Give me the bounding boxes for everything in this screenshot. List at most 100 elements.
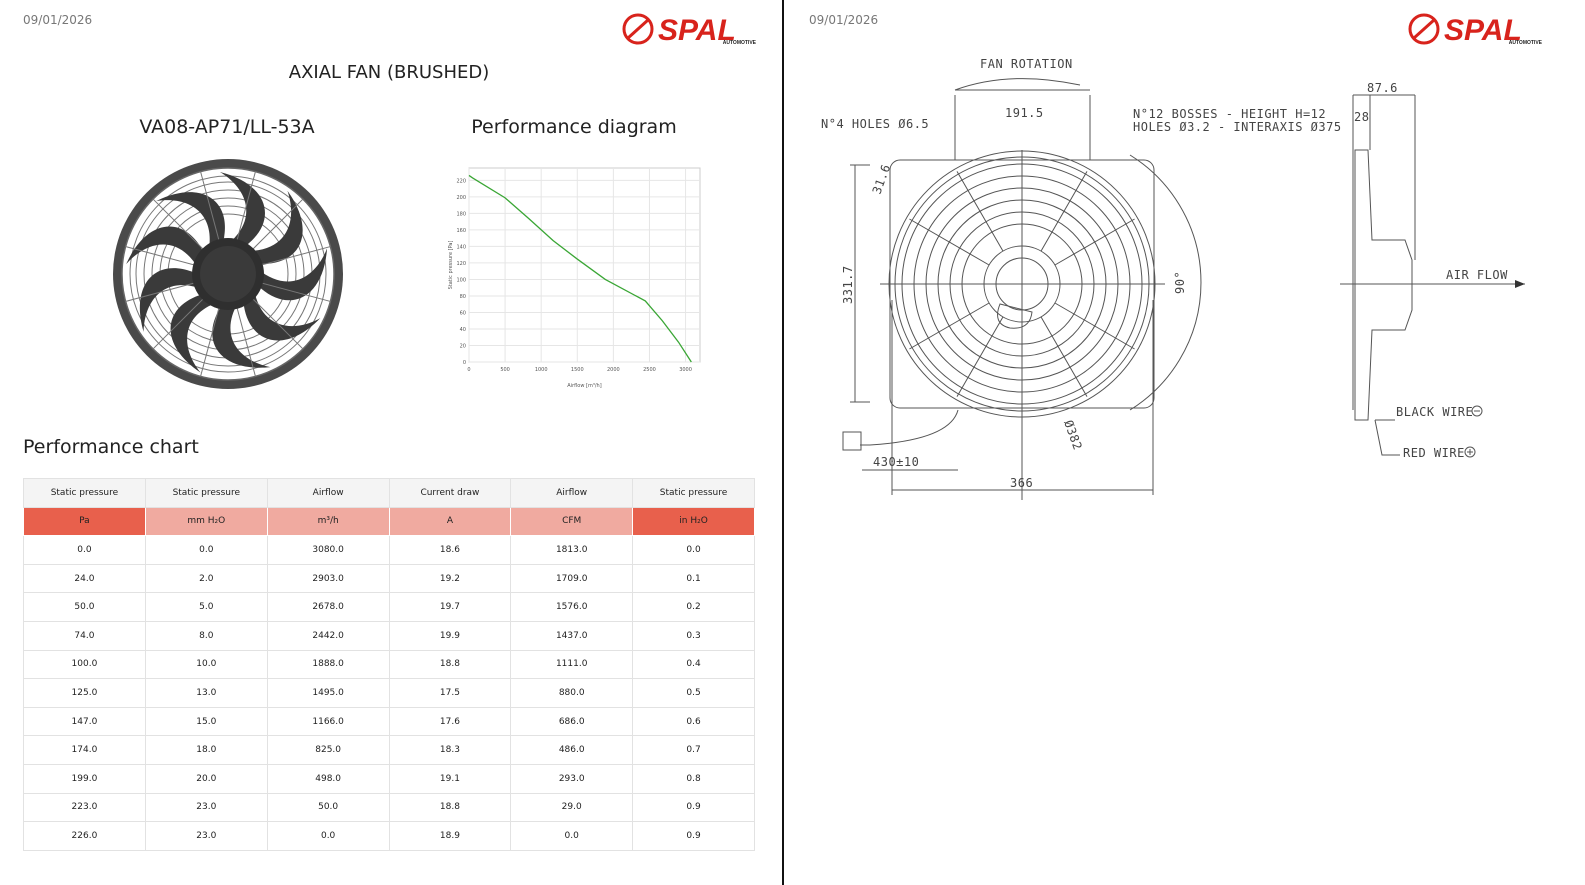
cell: 29.0	[510, 792, 634, 823]
cell: 0.0	[632, 535, 755, 565]
guard-spoke	[909, 302, 990, 350]
dimension-label: RED WIRE	[1403, 446, 1465, 460]
fan-blade	[257, 248, 328, 301]
logo-sub: AUTOMOTIVE	[1509, 40, 1543, 46]
cell: 174.0	[23, 735, 146, 765]
data-row: 100.0 10.0 1888.0 18.8 1111.0 0.4	[23, 649, 755, 680]
logo-sub: AUTOMOTIVE	[723, 40, 757, 46]
cell: 825.0	[266, 735, 390, 765]
cell: 1576.0	[510, 592, 634, 622]
cell: 2.0	[144, 563, 268, 594]
cell: 50.0	[266, 792, 390, 823]
cell: 0.6	[632, 706, 755, 737]
cell: 498.0	[266, 763, 390, 794]
cell: 100.0	[23, 649, 146, 680]
x-tick-label: 1500	[571, 367, 584, 373]
fan-image	[113, 159, 343, 389]
data-row: 0.0 0.0 3080.0 18.6 1813.0 0.0	[23, 535, 755, 565]
data-row: 24.0 2.0 2903.0 19.2 1709.0 0.1	[23, 563, 755, 594]
cell: 19.2	[388, 563, 512, 594]
x-tick-label: 0	[467, 367, 470, 373]
performance-table: Static pressure Static pressure Airflow Cur…	[23, 478, 755, 851]
guard-spoke	[1054, 218, 1135, 266]
cell: 0.0	[266, 821, 390, 851]
y-tick-label: 0	[463, 360, 466, 366]
header-row: Static pressure Static pressure Airflow Cur…	[23, 478, 755, 508]
cell: 2442.0	[266, 620, 390, 651]
data-row: 199.0 20.0 498.0 19.1 293.0 0.8	[23, 763, 755, 794]
fan-blade	[243, 289, 321, 341]
cell: 18.6	[388, 535, 512, 565]
technical-drawing: FAN ROTATION N°4 HOLES Ø6.5 191.5 N°12 BOSS…	[821, 57, 1525, 500]
y-tick-label: 40	[460, 327, 466, 333]
y-tick-label: 180	[456, 211, 466, 217]
y-tick-label: 100	[456, 277, 466, 283]
x-tick-label: 500	[500, 367, 510, 373]
data-row: 174.0 18.0 825.0 18.3 486.0 0.7	[23, 735, 755, 765]
dimension-label: N°12 BOSSES - HEIGHT H=12	[1133, 107, 1326, 121]
header-cell: Static pressure	[144, 478, 268, 508]
data-row: 226.0 23.0 0.0 18.9 0.0 0.9	[23, 821, 755, 851]
cell: 147.0	[23, 706, 146, 737]
y-tick-label: 220	[456, 178, 466, 184]
cell: 0.8	[632, 763, 755, 794]
cell: 15.0	[144, 706, 268, 737]
y-tick-label: 120	[456, 261, 466, 267]
y-tick-label: 140	[456, 244, 466, 250]
x-tick-label: 3000	[679, 367, 692, 373]
y-tick-label: 80	[460, 294, 466, 300]
y-axis-label: Static pressure [Pa]	[448, 241, 454, 290]
logo: SPAL AUTOMOTIVE	[1408, 13, 1543, 47]
cell: 18.8	[388, 649, 512, 680]
cell: 24.0	[23, 563, 146, 594]
cell: 0.3	[632, 620, 755, 651]
logo-text: SPAL	[658, 14, 736, 47]
date: 09/01/2026	[809, 13, 878, 27]
guard-spoke	[909, 218, 990, 266]
cell: 19.1	[388, 763, 512, 794]
cell: 19.9	[388, 620, 512, 651]
cell: 2903.0	[266, 563, 390, 594]
dimension-label: 28	[1354, 110, 1369, 124]
dimension-label: N°4 HOLES Ø6.5	[821, 117, 929, 131]
cell: 199.0	[23, 763, 146, 794]
cell: 0.0	[144, 535, 268, 565]
dimension-label: 430±10	[873, 455, 919, 469]
header-cell: Airflow	[510, 478, 634, 508]
cell: 293.0	[510, 763, 634, 794]
cell: 0.0	[510, 821, 634, 851]
table-title: Performance chart	[23, 436, 199, 458]
title: AXIAL FAN (BRUSHED)	[289, 62, 490, 83]
cell: 1888.0	[266, 649, 390, 680]
cell: 8.0	[144, 620, 268, 651]
x-tick-label: 1000	[535, 367, 548, 373]
dimension-label: 90°	[1173, 271, 1187, 294]
data-row: 223.0 23.0 50.0 18.8 29.0 0.9	[23, 792, 755, 823]
logo-text: SPAL	[1444, 14, 1522, 47]
fan-blade	[139, 268, 203, 332]
header-cell: Airflow	[266, 478, 390, 508]
dimension-label: 191.5	[1005, 106, 1044, 120]
unit-cell: m³/h	[266, 506, 390, 537]
fan-blade	[220, 172, 265, 244]
dimension-label: BLACK WIRE	[1396, 405, 1473, 419]
data-row: 50.0 5.0 2678.0 19.7 1576.0 0.2	[23, 592, 755, 622]
cell: 125.0	[23, 678, 146, 708]
unit-cell: mm H₂O	[144, 506, 268, 537]
header-cell: Static pressure	[23, 478, 146, 508]
cell: 0.9	[632, 821, 755, 851]
cell: 226.0	[23, 821, 146, 851]
dimension-label: 87.6	[1367, 81, 1398, 95]
date: 09/01/2026	[23, 13, 92, 27]
diagram-title: Performance diagram	[471, 116, 676, 138]
cell: 223.0	[23, 792, 146, 823]
fan-blade	[247, 190, 303, 264]
model: VA08-AP71/LL-53A	[139, 116, 314, 138]
cell: 880.0	[510, 678, 634, 708]
cell: 74.0	[23, 620, 146, 651]
cell: 5.0	[144, 592, 268, 622]
cell: 50.0	[23, 592, 146, 622]
cell: 486.0	[510, 735, 634, 765]
header-cell: Current draw	[388, 478, 512, 508]
